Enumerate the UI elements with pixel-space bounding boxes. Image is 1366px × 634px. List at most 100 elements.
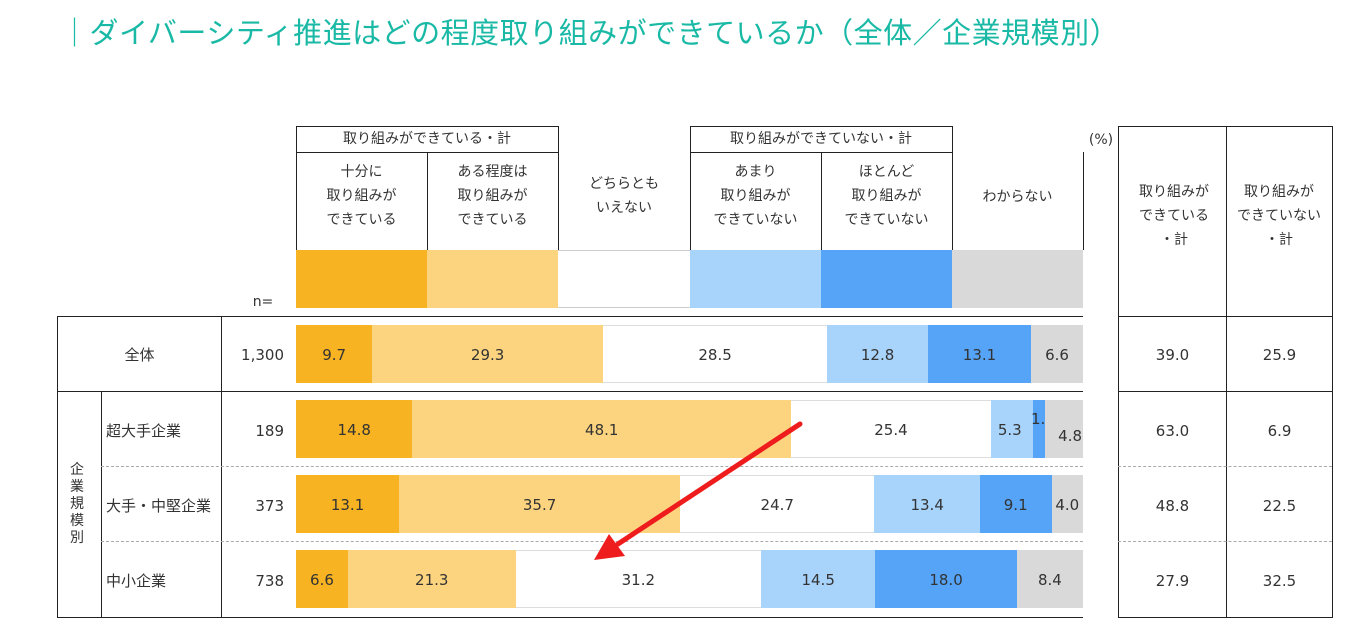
right-table-line: [1226, 126, 1227, 618]
right-header-can: 取り組みが できている ・計: [1139, 184, 1209, 248]
bar-segment: [875, 550, 1017, 608]
header-line: [821, 152, 822, 250]
bar-value-label: 21.3: [415, 571, 449, 589]
header-line: [952, 126, 953, 250]
header-line: [690, 126, 691, 250]
legend-swatch-4: [821, 250, 952, 308]
header-line: [1083, 152, 1084, 250]
bar-segment: [979, 475, 1052, 533]
total-cannot: 32.5: [1262, 572, 1297, 590]
legend-swatch-5: [952, 250, 1083, 308]
bar-value-label: 35.7: [522, 496, 557, 514]
group-label-cannot: 取り組みができていない・計: [730, 131, 912, 147]
legend-header-5: わからない: [982, 189, 1053, 205]
left-table-line: [101, 391, 102, 618]
bar-value-label: 31.2: [621, 571, 656, 589]
bar-value-label: 13.1: [962, 346, 997, 364]
bar-value-label: 48.1: [585, 421, 619, 439]
right-header-cannot: 取り組みが できていない ・計: [1237, 184, 1321, 248]
bar-value-label: 9.1: [1003, 496, 1028, 514]
right-table-line: [1118, 316, 1332, 317]
bar-segment: [515, 550, 762, 608]
bar-value-label: 13.4: [910, 496, 944, 514]
header-line: [690, 126, 952, 127]
bar-value-label: 24.7: [760, 496, 794, 514]
bar-segment: [296, 475, 400, 533]
bar-segment: [1016, 550, 1083, 608]
right-table-dash: [1118, 466, 1332, 467]
legend-swatch-0: [296, 250, 427, 308]
page-title: ｜ダイバーシティ推進はどの程度取り組みができているか（全体／企業規模別）: [60, 16, 1120, 50]
bar-segment: [874, 475, 980, 533]
bar-value-label: 14.5: [801, 571, 835, 589]
total-cannot: 6.9: [1267, 422, 1292, 440]
bar-value-label: 4.8: [1058, 427, 1083, 445]
bar-value-label: 18.0: [929, 571, 963, 589]
bar-value-label: 25.4: [874, 421, 908, 439]
n-label: n=: [252, 294, 274, 310]
bar-segment: [1051, 475, 1083, 533]
bar-value-label: 12.8: [860, 346, 895, 364]
bar-segment: [1045, 400, 1083, 458]
total-can: 48.8: [1155, 497, 1190, 515]
n-value: 1,300: [241, 346, 284, 364]
total-cannot: 22.5: [1262, 497, 1297, 515]
bar-segment: [927, 325, 1032, 383]
bar-segment: [602, 325, 828, 383]
bar-value-label: 29.3: [470, 346, 505, 364]
legend-swatch-1: [427, 250, 558, 308]
header-line: [558, 126, 559, 250]
bar-segment: [372, 325, 603, 383]
bar-value-label: 28.5: [698, 346, 732, 364]
right-table-line: [1118, 617, 1332, 618]
legend-header-1: ある程度は 取り組みが できている: [457, 164, 528, 228]
unit-label: (%): [1088, 132, 1114, 148]
bar-segment: [990, 400, 1033, 458]
bar-value-label: 4.0: [1055, 496, 1080, 514]
side-label-company-size: 企業規模別: [70, 462, 84, 546]
group-label-can: 取り組みができている・計: [343, 131, 511, 147]
right-table-line: [1118, 391, 1332, 392]
header-line: [296, 126, 558, 127]
row-label-total: 全体: [124, 346, 155, 364]
total-can: 63.0: [1155, 422, 1190, 440]
row-label-super-large: 超大手企業: [106, 422, 182, 440]
total-cannot: 25.9: [1262, 346, 1297, 364]
bar-segment: [761, 550, 876, 608]
left-table-dash: [101, 466, 1083, 467]
total-can: 27.9: [1155, 572, 1190, 590]
row-label-sme: 中小企業: [106, 572, 167, 590]
left-table-line: [57, 316, 58, 618]
bar-segment: [791, 400, 991, 458]
total-can: 39.0: [1155, 346, 1190, 364]
left-table-line: [57, 391, 1083, 392]
bar-value-label: 9.7: [322, 346, 347, 364]
left-table-line: [57, 316, 1083, 317]
legend-swatch-2: [558, 250, 690, 308]
bar-value-label: 8.4: [1038, 571, 1062, 589]
legend-header-3: あまり 取り組みが できていない: [713, 164, 798, 228]
legend-header-4: ほとんど 取り組みが できていない: [844, 164, 929, 228]
bar-segment: [347, 550, 516, 608]
bar-segment: [1032, 400, 1046, 458]
bar-segment: [296, 400, 413, 458]
bar-value-label: 6.6: [1045, 346, 1069, 364]
bar-value-label: 13.1: [330, 496, 365, 514]
header-line: [296, 126, 297, 250]
bar-value-label: 6.6: [310, 571, 334, 589]
bar-value-label: 5.3: [997, 421, 1022, 439]
right-table-line: [1118, 126, 1332, 127]
bar-segment: [296, 550, 348, 608]
legend-swatch-3: [690, 250, 821, 308]
row-label-large-mid: 大手・中堅企業: [106, 497, 212, 515]
right-table-dash: [1118, 541, 1332, 542]
left-table-line: [221, 316, 222, 618]
header-line: [427, 152, 428, 250]
right-table-line: [1332, 126, 1333, 618]
bar-value-label: 14.8: [337, 421, 371, 439]
legend-header-2: どちらとも いえない: [589, 176, 659, 216]
left-table-dash: [101, 541, 1083, 542]
n-value: 373: [255, 497, 284, 515]
n-value: 189: [255, 422, 284, 440]
